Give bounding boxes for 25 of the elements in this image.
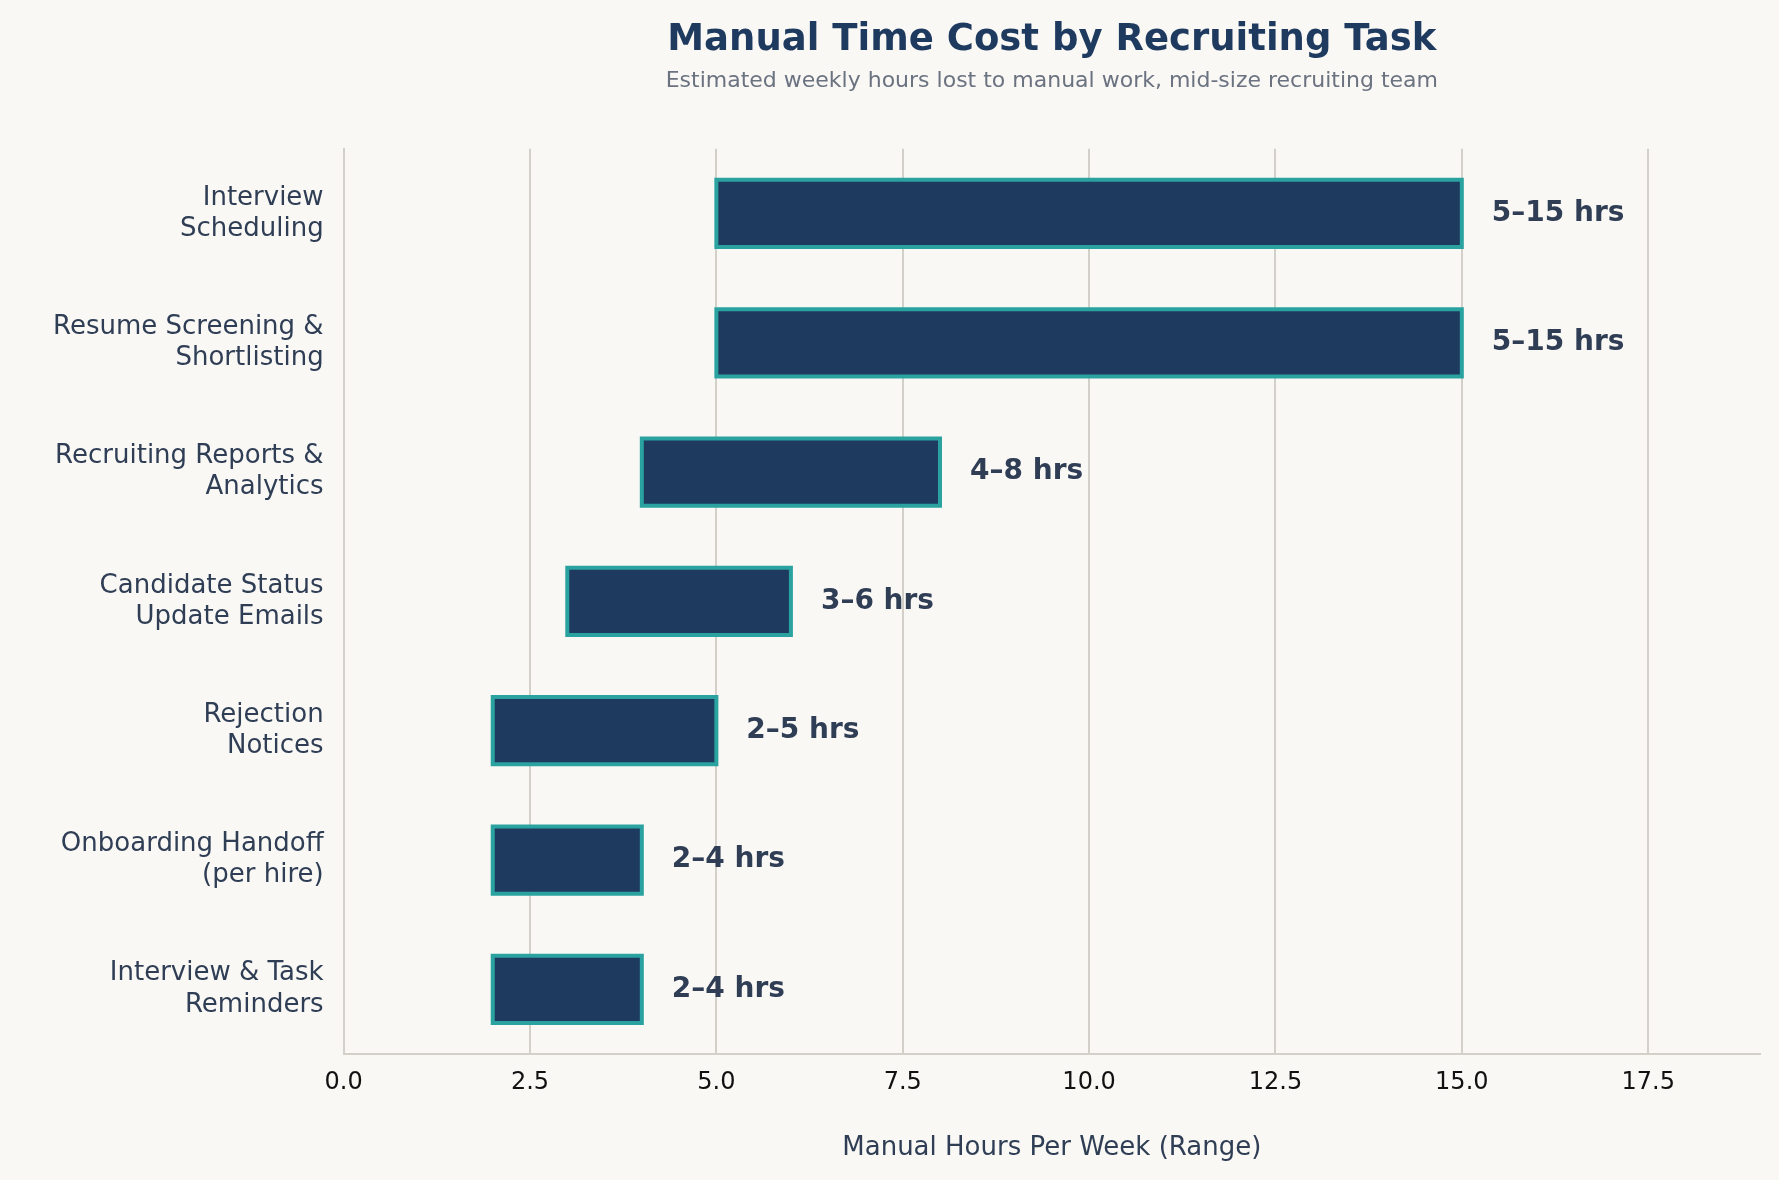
chart-title: Manual Time Cost by Recruiting Task [667, 15, 1438, 59]
data-label: 5–15 hrs [1491, 324, 1625, 358]
x-tick-label: 2.5 [510, 1066, 550, 1095]
x-tick-label: 7.5 [883, 1066, 922, 1095]
x-tick-label: 15.0 [1435, 1066, 1489, 1095]
x-tick-label: 0.0 [324, 1066, 363, 1095]
data-label: 2–4 hrs [671, 970, 785, 1004]
data-label: 3–6 hrs [820, 582, 935, 616]
y-tick-label: Interview & Task Reminders [109, 956, 324, 1018]
y-tick-label: Recruiting Reports & Analytics [55, 439, 324, 501]
data-label: 2–4 hrs [671, 841, 785, 875]
x-tick-label: 12.5 [1248, 1066, 1303, 1095]
data-label: 2–5 hrs [746, 712, 860, 745]
x-axis-title: Manual Hours Per Week (Range) [842, 1131, 1262, 1162]
y-tick-label: Candidate Status Update Emails [99, 568, 324, 630]
x-tick-label: 10.0 [1062, 1066, 1116, 1095]
data-label: 4–8 hrs [970, 453, 1084, 487]
y-tick-label: Resume Screening & Shortlisting [53, 309, 324, 372]
y-tick-label: Onboarding Handoff (per hire) [60, 827, 325, 889]
data-label: 5–15 hrs [1491, 194, 1625, 228]
y-tick-label: Rejection Notices [203, 697, 324, 760]
x-tick-label: 5.0 [697, 1066, 736, 1095]
y-tick-label: Interview Scheduling [179, 180, 324, 242]
x-tick-label: 17.5 [1621, 1066, 1675, 1095]
chart-subtitle: Estimated weekly hours lost to manual work, mid-size recruiting team [665, 67, 1438, 93]
